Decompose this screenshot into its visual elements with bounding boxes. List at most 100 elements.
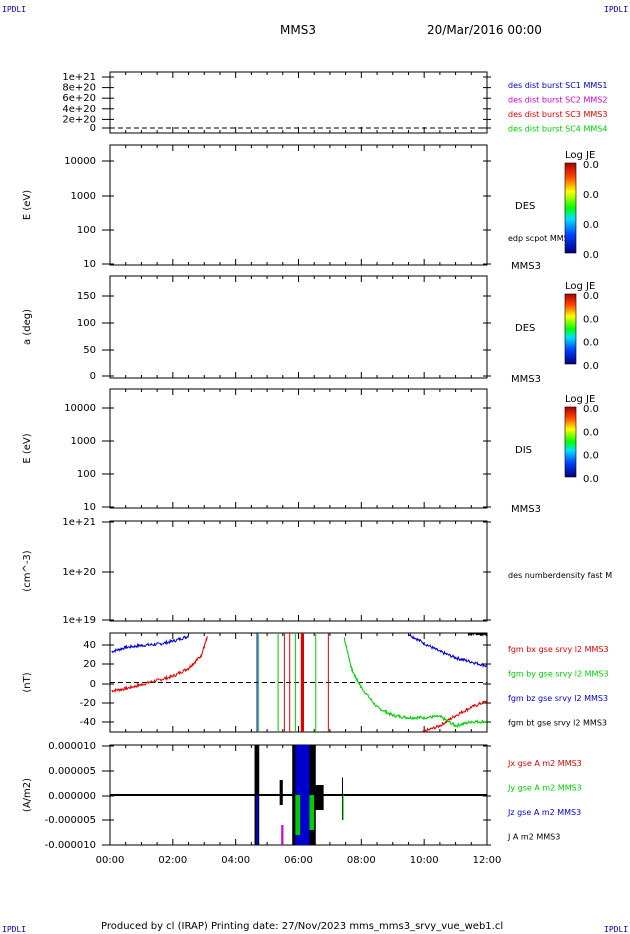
date-title: 20/Mar/2016 00:00 (427, 23, 542, 37)
colorbar-tick-label: 0.0 (583, 427, 599, 438)
y-tick-label: 150 (77, 291, 96, 302)
y-axis-label: E (eV) (22, 433, 33, 463)
legend-entry: Jz gse A m2 MMS3 (507, 808, 581, 817)
colorbar-tick-label: 0.0 (583, 474, 599, 485)
legend-entry: fgm bt gse srvy l2 MMS3 (508, 719, 607, 728)
x-tick-label: 02:00 (158, 855, 187, 866)
spacecraft-title: MMS3 (280, 23, 316, 37)
colorbar-tick-label: 0.0 (583, 338, 599, 349)
y-tick-label: 1e+20 (62, 567, 96, 578)
side-label: DES (515, 323, 535, 334)
colorbar-tick-label: 0.0 (583, 160, 599, 171)
y-tick-label: 1e+19 (62, 615, 96, 626)
y-tick-label: 0 (90, 679, 96, 690)
series-group (110, 745, 487, 845)
y-tick-label: -40 (80, 717, 96, 728)
y-tick-label: 4e+20 (62, 104, 96, 115)
panel-p5: 1e+21 1e+20 1e+19 (cm^-3) des numberdensity … (22, 517, 612, 626)
burst-block (314, 785, 324, 810)
colorbar-tick-label: 0.0 (583, 404, 599, 415)
panel-frame (109, 144, 488, 266)
y-tick-label: 0 (90, 371, 96, 382)
y-tick-label: 2e+20 (62, 114, 96, 125)
series-group (111, 633, 487, 732)
series-line (467, 633, 487, 637)
legend-entry: des dist burst SC2 MMS2 (508, 96, 607, 105)
y-tick-label: 1e+21 (62, 72, 96, 83)
x-tick-label: 00:00 (96, 855, 125, 866)
corner-label-bottom-right: IPDLI (604, 925, 628, 934)
colorbar-tick-label: 0.0 (583, 361, 599, 372)
series-line (111, 635, 189, 654)
y-tick-label: 10000 (64, 403, 96, 414)
y-tick-label: 0.000010 (48, 741, 96, 752)
side-label: DES (515, 201, 535, 212)
y-tick-label: 0 (90, 123, 96, 134)
colorbar (564, 293, 577, 365)
y-tick-label: -0.000010 (45, 840, 96, 851)
legend-entry: des numberdensity fast M (508, 571, 612, 580)
colorbar-tick-label: 0.0 (583, 250, 599, 261)
corner-label-top-right: IPDLI (604, 5, 628, 14)
colorbar (564, 406, 577, 478)
panel-p2: 10000 1000 100 10 E (eV) DES MMS3 edp scpot MMS… (22, 144, 599, 272)
y-tick-label: 1000 (71, 436, 96, 447)
colorbar-tick-label: 0.0 (583, 220, 599, 231)
y-axis-label: E (eV) (22, 190, 33, 220)
y-tick-label: 20 (83, 659, 96, 670)
legend-entry: J A m2 MMS3 (507, 833, 560, 842)
burst-block (309, 795, 315, 830)
colorbar-tick-label: 0.0 (583, 314, 599, 325)
y-tick-label: -20 (80, 698, 96, 709)
panel-p6: 40 20 0 -20 -40 (nT) fgm bx gse srvy l2 MMS3 fg… (22, 632, 609, 733)
legend-entry: des dist burst SC4 MMS4 (508, 125, 607, 134)
y-axis-label: a (deg) (22, 309, 33, 345)
y-tick-label: 1000 (71, 191, 96, 202)
panel-frame (109, 388, 488, 509)
panel-frame (109, 71, 488, 134)
x-tick-label: 10:00 (410, 855, 439, 866)
colorbar-title: Log JE (565, 281, 595, 292)
panel-frame (109, 275, 488, 379)
legend-entry: des dist burst SC1 MMS1 (508, 81, 607, 90)
burst-block (256, 795, 259, 845)
y-tick-label: 8e+20 (62, 83, 96, 94)
side-label-sub: MMS3 (511, 374, 541, 385)
series-line (111, 636, 208, 693)
side-label: DIS (515, 445, 532, 456)
y-tick-label: 100 (77, 469, 96, 480)
burst-block (281, 825, 284, 845)
y-tick-label: 10 (83, 259, 96, 270)
overlay-label: edp scpot MMS3 (508, 234, 574, 243)
panel-frame (109, 520, 488, 622)
legend-entry: Jx gse A m2 MMS3 (507, 759, 582, 768)
corner-label-bottom-left: IPDLI (2, 925, 26, 934)
side-label-sub: MMS3 (511, 261, 541, 272)
colorbar-tick-label: 0.0 (583, 190, 599, 201)
x-tick-label: 04:00 (221, 855, 250, 866)
y-axis-label: (nT) (22, 672, 33, 692)
y-tick-label: 1e+21 (62, 517, 96, 528)
colorbar-tick-label: 0.0 (583, 451, 599, 462)
y-tick-label: 0.000000 (48, 791, 96, 802)
y-tick-label: 10 (83, 502, 96, 513)
series-line (343, 637, 487, 728)
y-tick-label: 40 (83, 640, 96, 651)
burst-block (279, 780, 283, 805)
y-tick-label: 100 (77, 318, 96, 329)
colorbar-title: Log JE (565, 150, 595, 161)
legend-entry: Jy gse A m2 MMS3 (507, 784, 582, 793)
legend-entry: fgm bx gse srvy l2 MMS3 (508, 645, 609, 654)
y-tick-label: 6e+20 (62, 93, 96, 104)
x-tick-label: 06:00 (284, 855, 313, 866)
legend-entry: fgm by gse srvy l2 MMS3 (508, 670, 609, 679)
y-axis-label: (cm^-3) (22, 550, 33, 591)
y-tick-label: -0.000005 (45, 815, 96, 826)
y-tick-label: 50 (83, 345, 96, 356)
y-tick-label: 10000 (64, 156, 96, 167)
colorbar-tick-label: 0.0 (583, 291, 599, 302)
